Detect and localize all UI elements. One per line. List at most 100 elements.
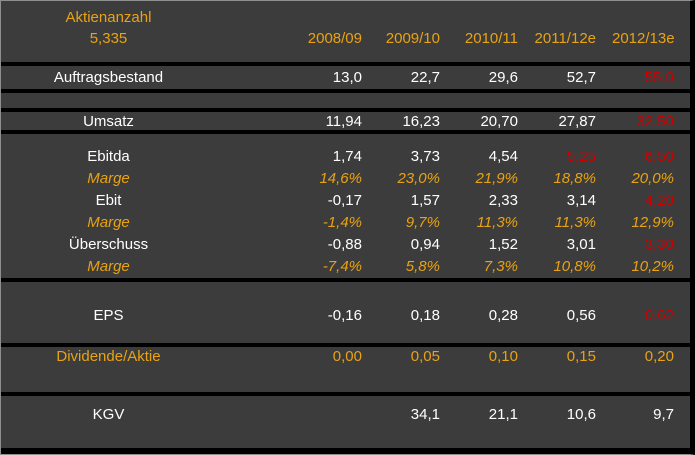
value-cell: 0,20 bbox=[644, 348, 674, 365]
value-cell: 16,23 bbox=[402, 113, 440, 130]
value-cell: 11,94 bbox=[325, 113, 362, 130]
column-header-2009-10: 2009/10 bbox=[385, 30, 440, 47]
table-row-eps: EPS -0,16 0,18 0,28 0,56 0,62 bbox=[1, 306, 690, 326]
row-label: Dividende/Aktie bbox=[56, 348, 161, 365]
value-cell: 0,62 bbox=[644, 307, 674, 324]
value-cell: 52,7 bbox=[566, 68, 596, 86]
value-cell: -0,88 bbox=[327, 236, 362, 253]
value-cell: -1,4% bbox=[322, 214, 362, 231]
value-cell: 1,52 bbox=[488, 236, 518, 253]
value-cell: 3,14 bbox=[566, 192, 596, 209]
value-cell: 2,33 bbox=[488, 192, 518, 209]
row-label: Marge bbox=[87, 214, 130, 231]
dividend-section: Dividende/Aktie 0,00 0,05 0,10 0,15 0,20 bbox=[1, 347, 690, 392]
column-header-2012-13e: 2012/13e bbox=[612, 30, 675, 47]
value-cell: 6,50 bbox=[644, 148, 674, 165]
table-row-umsatz: Umsatz 11,94 16,23 20,70 27,87 32,50 bbox=[1, 112, 690, 130]
value-cell: 10,2% bbox=[631, 258, 674, 275]
table-row-ebit: Ebit -0,17 1,57 2,33 3,14 4,20 bbox=[1, 190, 690, 212]
separator-band bbox=[1, 343, 690, 347]
table-row-ueberschuss: Überschuss -0,88 0,94 1,52 3,01 3,30 bbox=[1, 234, 690, 256]
value-cell: 9,7 bbox=[653, 406, 674, 423]
value-cell: 3,01 bbox=[566, 236, 596, 253]
value-cell: 0,56 bbox=[566, 307, 596, 324]
value-cell: 3,30 bbox=[644, 236, 674, 253]
value-cell: 1,57 bbox=[410, 192, 440, 209]
value-cell: 23,0% bbox=[397, 170, 440, 187]
value-cell: 0,15 bbox=[566, 348, 596, 365]
value-cell: 20,0% bbox=[631, 170, 674, 187]
value-cell: 32,50 bbox=[636, 113, 674, 130]
table-row-kgv: KGV 34,1 21,1 10,6 9,7 bbox=[1, 405, 690, 425]
value-cell: 4,54 bbox=[488, 148, 518, 165]
row-label: Überschuss bbox=[68, 236, 149, 253]
value-cell: -7,4% bbox=[322, 258, 362, 275]
value-cell: 18,8% bbox=[553, 170, 596, 187]
value-cell: 14,6% bbox=[319, 170, 362, 187]
table-header: Aktienanzahl 5,335 2008/09 2009/10 2010/… bbox=[1, 1, 690, 62]
row-label: Marge bbox=[87, 258, 130, 275]
value-cell bbox=[300, 405, 378, 425]
value-cell: 9,7% bbox=[405, 214, 440, 231]
share-count-label: Aktienanzahl bbox=[65, 9, 152, 26]
value-cell: 12,9% bbox=[631, 214, 674, 231]
separator-band bbox=[1, 392, 690, 396]
value-cell: 34,1 bbox=[410, 406, 440, 423]
row-label: Ebit bbox=[95, 192, 122, 209]
row-label: Ebitda bbox=[87, 148, 130, 165]
value-cell: 4,20 bbox=[644, 192, 674, 209]
share-count-value: 5,335 bbox=[89, 30, 128, 47]
separator-band bbox=[1, 278, 690, 282]
value-cell: 0,10 bbox=[488, 348, 518, 365]
column-header-2008-09: 2008/09 bbox=[307, 30, 362, 47]
value-cell: 13,0 bbox=[332, 68, 362, 86]
kgv-section: KGV 34,1 21,1 10,6 9,7 bbox=[1, 396, 690, 448]
value-cell: 55,0 bbox=[644, 68, 674, 86]
value-cell: 10,6 bbox=[566, 406, 596, 423]
value-cell: -0,17 bbox=[327, 192, 362, 209]
value-cell: 21,9% bbox=[475, 170, 518, 187]
column-header-2010-11: 2010/11 bbox=[464, 30, 518, 47]
value-cell: 0,18 bbox=[410, 307, 440, 324]
table-row-ebitda-marge: Marge 14,6% 23,0% 21,9% 18,8% 20,0% bbox=[1, 168, 690, 190]
profit-section: Ebitda 1,74 3,73 4,54 5,25 6,50 Marge 14… bbox=[1, 134, 690, 278]
row-label: KGV bbox=[92, 406, 125, 423]
value-cell: 0,00 bbox=[332, 348, 362, 365]
eps-section: EPS -0,16 0,18 0,28 0,56 0,62 bbox=[1, 282, 690, 343]
value-cell: 5,25 bbox=[566, 148, 596, 165]
spacer bbox=[216, 347, 300, 366]
value-cell: 29,6 bbox=[488, 68, 518, 86]
value-cell: 22,7 bbox=[410, 68, 440, 86]
value-cell: -0,16 bbox=[327, 307, 362, 324]
table-row-ebitda: Ebitda 1,74 3,73 4,54 5,25 6,50 bbox=[1, 146, 690, 168]
table-row-auftragsbestand: Auftragsbestand 13,0 22,7 29,6 52,7 55,0 bbox=[1, 66, 690, 89]
value-cell: 5,8% bbox=[405, 258, 440, 275]
empty-row bbox=[1, 93, 690, 108]
separator-band bbox=[1, 108, 690, 112]
table-row-dividende: Dividende/Aktie 0,00 0,05 0,10 0,15 0,20 bbox=[1, 347, 690, 366]
value-cell: 11,3% bbox=[476, 214, 518, 231]
spacer bbox=[216, 405, 300, 425]
share-count: Aktienanzahl 5,335 bbox=[1, 1, 216, 49]
value-cell: 27,87 bbox=[558, 113, 596, 130]
value-cell: 21,1 bbox=[488, 406, 518, 423]
value-cell: 0,05 bbox=[410, 348, 440, 365]
value-cell: 10,8% bbox=[553, 258, 596, 275]
separator-band bbox=[1, 62, 690, 66]
spacer bbox=[216, 306, 300, 326]
row-label: Auftragsbestand bbox=[53, 68, 164, 86]
value-cell: 20,70 bbox=[480, 113, 518, 130]
value-cell: 7,3% bbox=[483, 258, 518, 275]
separator-band bbox=[1, 130, 690, 134]
value-cell: 1,74 bbox=[332, 148, 362, 165]
table-row-ueberschuss-marge: Marge -7,4% 5,8% 7,3% 10,8% 10,2% bbox=[1, 256, 690, 278]
value-cell: 3,73 bbox=[410, 148, 440, 165]
value-cell: 0,28 bbox=[488, 307, 518, 324]
table-row-ebit-marge: Marge -1,4% 9,7% 11,3% 11,3% 12,9% bbox=[1, 212, 690, 234]
value-cell: 11,3% bbox=[554, 214, 596, 231]
value-cell: 0,94 bbox=[410, 236, 440, 253]
row-label: Marge bbox=[87, 170, 130, 187]
separator-band bbox=[1, 89, 690, 93]
row-label: EPS bbox=[93, 307, 124, 324]
